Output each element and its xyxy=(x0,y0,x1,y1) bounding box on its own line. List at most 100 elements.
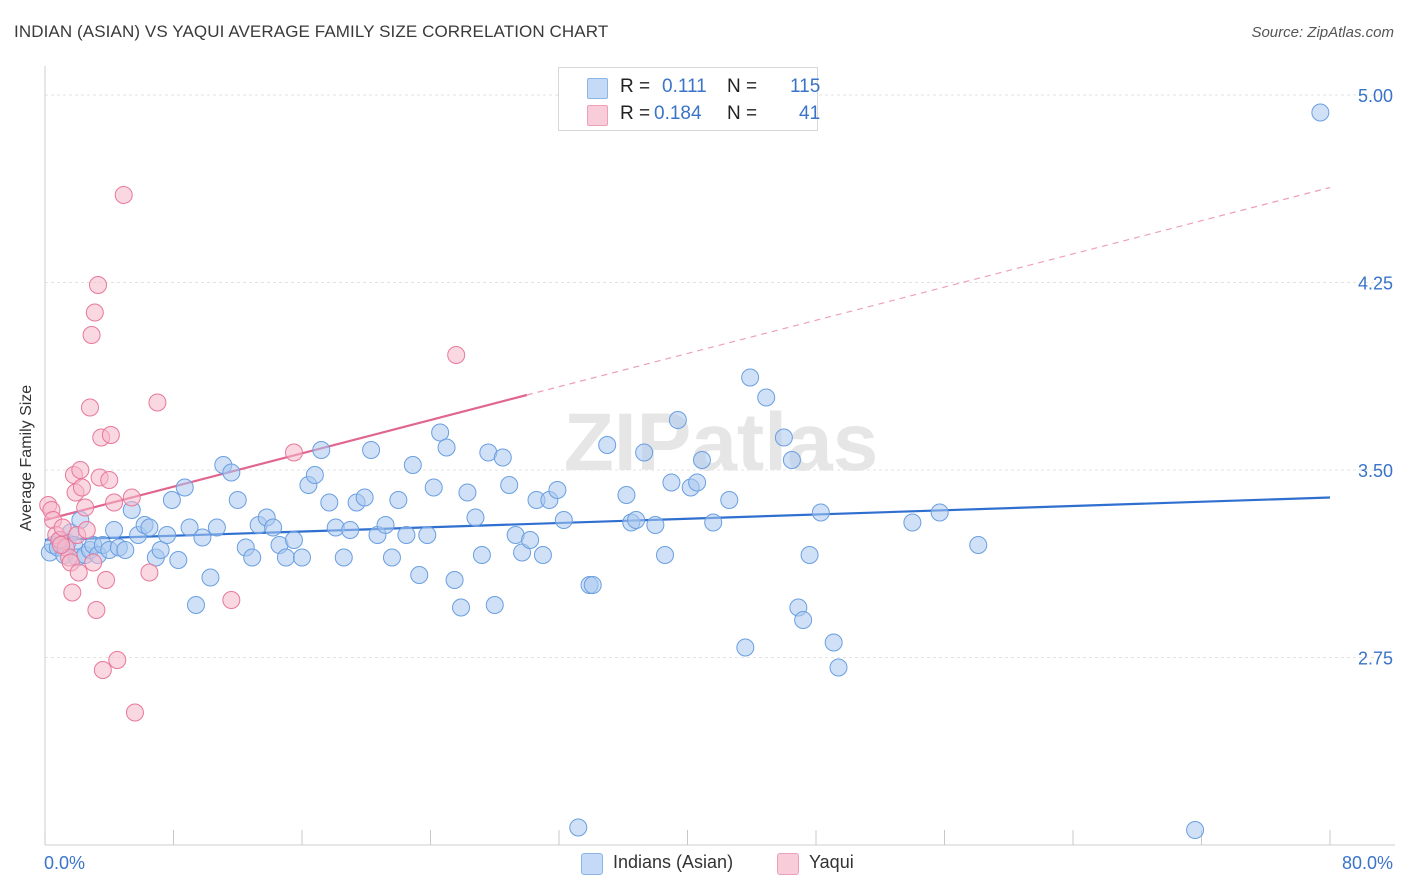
point-yaqui xyxy=(52,536,71,554)
point-indians xyxy=(180,518,199,537)
point-indians xyxy=(720,491,739,509)
point-indians xyxy=(418,526,437,544)
point-indians xyxy=(162,491,181,509)
point-indians xyxy=(757,388,776,407)
point-yaqui xyxy=(63,583,82,602)
point-indians xyxy=(554,511,573,529)
legend-r-value: 0.184 xyxy=(654,103,702,124)
legend-n-value: 115 xyxy=(790,76,821,97)
point-indians xyxy=(1186,821,1205,839)
point-yaqui xyxy=(71,461,90,479)
point-yaqui xyxy=(93,661,112,679)
point-indians xyxy=(355,488,374,507)
point-indians xyxy=(207,518,226,537)
point-yaqui xyxy=(114,186,133,204)
point-indians xyxy=(362,441,381,459)
point-yaqui xyxy=(122,488,141,507)
trend-extension-yaqui xyxy=(526,186,1331,396)
point-indians xyxy=(320,493,339,512)
point-indians xyxy=(305,466,324,484)
point-indians xyxy=(903,513,922,532)
correlation-legend: R = 0.111 N = 115 R = 0.184 N = 41 xyxy=(558,67,821,131)
point-indians xyxy=(656,546,675,564)
point-indians xyxy=(782,451,801,469)
bottom-legend-label-indians: Indians (Asian) xyxy=(613,852,734,872)
x-tick-label: 0.0% xyxy=(44,853,85,873)
point-indians xyxy=(824,633,843,652)
point-indians xyxy=(140,518,159,537)
point-indians xyxy=(500,476,519,494)
point-indians xyxy=(811,503,830,522)
point-indians xyxy=(452,598,471,617)
point-indians xyxy=(774,428,793,447)
x-tick-label: 80.0% xyxy=(1342,853,1393,873)
point-indians xyxy=(312,441,331,459)
watermark: ZIPatlas xyxy=(564,397,878,488)
point-indians xyxy=(293,548,311,567)
point-indians xyxy=(627,511,646,529)
y-tick-label: 4.25 xyxy=(1358,274,1393,294)
point-indians xyxy=(472,546,491,564)
point-yaqui xyxy=(53,518,72,537)
legend-r-label: R = xyxy=(620,76,651,97)
point-indians xyxy=(151,541,170,559)
legend-n-value: 41 xyxy=(799,103,821,124)
y-tick-label: 3.50 xyxy=(1358,461,1393,481)
point-indians xyxy=(410,566,429,584)
y-axis-title: Average Family Size xyxy=(18,384,35,532)
point-indians xyxy=(389,491,408,509)
point-indians xyxy=(201,568,220,587)
data-points xyxy=(39,103,1330,839)
bottom-legend-swatch-indians xyxy=(581,853,603,875)
point-indians xyxy=(193,528,212,547)
point-yaqui xyxy=(82,326,101,344)
point-indians xyxy=(397,526,416,544)
source-label: Source: ZipAtlas.com xyxy=(1251,24,1394,41)
point-indians xyxy=(485,596,504,614)
point-indians xyxy=(376,516,395,534)
point-yaqui xyxy=(80,398,99,417)
point-indians xyxy=(668,411,687,429)
legend-r-label: R = xyxy=(620,103,651,124)
point-indians xyxy=(692,451,711,469)
point-indians xyxy=(445,571,464,589)
bottom-legend-swatch-yaqui xyxy=(777,853,799,875)
point-indians xyxy=(431,423,450,442)
point-indians xyxy=(688,473,707,492)
point-indians xyxy=(222,463,241,482)
legend-r-value: 0.111 xyxy=(662,76,707,97)
point-indians xyxy=(437,438,456,457)
point-indians xyxy=(617,486,636,504)
point-indians xyxy=(646,516,665,534)
point-yaqui xyxy=(101,426,120,444)
point-yaqui xyxy=(284,443,303,462)
point-indians xyxy=(930,503,949,522)
point-indians xyxy=(736,638,755,657)
point-indians xyxy=(186,596,205,614)
point-indians xyxy=(800,546,819,564)
point-indians xyxy=(105,521,124,539)
point-yaqui xyxy=(125,703,144,722)
grid-lines xyxy=(45,94,1395,658)
point-indians xyxy=(116,541,135,559)
point-yaqui xyxy=(222,591,241,609)
point-indians xyxy=(741,368,760,387)
point-yaqui xyxy=(140,563,159,582)
axes xyxy=(44,66,1395,846)
point-indians xyxy=(493,448,512,467)
tick-labels: 2.75 3.50 4.25 5.00 0.0% 80.0% xyxy=(44,86,1393,873)
point-indians xyxy=(424,478,443,497)
point-indians xyxy=(794,611,813,629)
point-indians xyxy=(598,436,617,454)
point-indians xyxy=(521,531,540,549)
point-yaqui xyxy=(84,553,103,572)
point-yaqui xyxy=(76,498,95,517)
point-indians xyxy=(341,521,360,539)
point-yaqui xyxy=(89,276,108,294)
point-indians xyxy=(458,483,477,502)
point-indians xyxy=(704,513,723,532)
point-indians xyxy=(334,548,353,567)
point-indians xyxy=(829,658,848,677)
point-indians xyxy=(662,473,681,492)
point-yaqui xyxy=(108,651,127,669)
